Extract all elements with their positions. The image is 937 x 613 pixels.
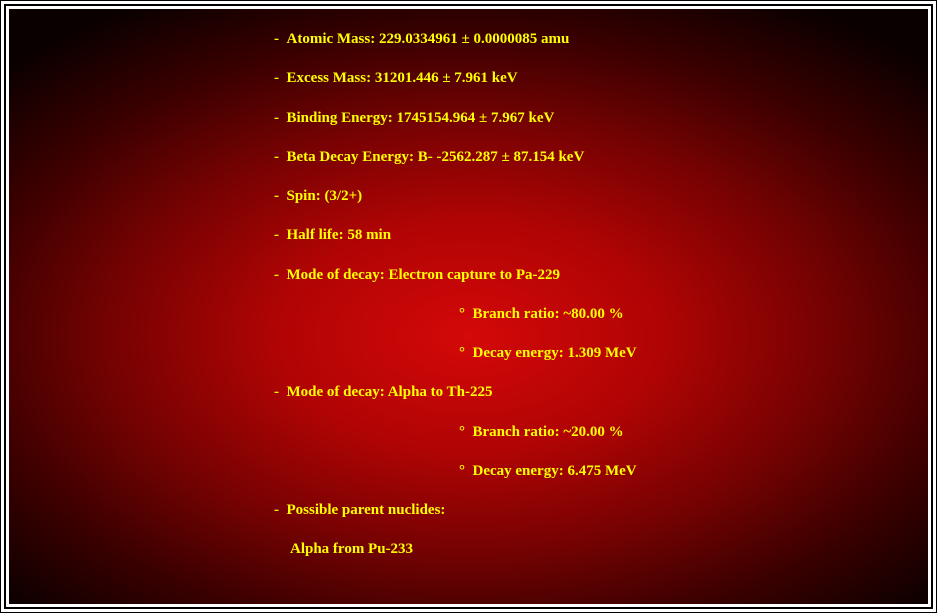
list-item: - Mode of decay: Alpha to Th-225 (274, 384, 904, 401)
list-item: - Mode of decay: Electron capture to Pa-… (274, 267, 904, 284)
list-item: - Excess Mass: 31201.446 ± 7.961 keV (274, 70, 904, 87)
property-text: Beta Decay Energy: B- -2562.287 ± 87.154… (287, 149, 585, 166)
properties-list: - Atomic Mass: 229.0334961 ± 0.0000085 a… (274, 31, 904, 581)
list-item: - Spin: (3/2+) (274, 188, 904, 205)
parent-nuclide-line: Alpha from Pu-233 (274, 541, 904, 558)
property-text: Mode of decay: Electron capture to Pa-22… (287, 267, 561, 284)
parent-nuclide-text: Alpha from Pu-233 (290, 541, 413, 558)
sub-list-item: ° Branch ratio: ~20.00 % (459, 424, 904, 441)
list-item: - Half life: 58 min (274, 227, 904, 244)
dash-bullet-icon: - (274, 188, 287, 205)
property-text: Excess Mass: 31201.446 ± 7.961 keV (287, 70, 518, 87)
property-text: Half life: 58 min (287, 227, 392, 244)
sub-property-text: Decay energy: 1.309 MeV (473, 345, 637, 362)
dash-bullet-icon: - (274, 267, 287, 284)
sub-list-item: ° Decay energy: 6.475 MeV (459, 463, 904, 480)
content-panel: - Atomic Mass: 229.0334961 ± 0.0000085 a… (9, 9, 928, 604)
mid-frame: - Atomic Mass: 229.0334961 ± 0.0000085 a… (4, 4, 933, 609)
dash-bullet-icon: - (274, 110, 287, 127)
list-item: - Binding Energy: 1745154.964 ± 7.967 ke… (274, 110, 904, 127)
sub-property-text: Branch ratio: ~20.00 % (473, 424, 624, 441)
degree-bullet-icon: ° (459, 424, 473, 441)
dash-bullet-icon: - (274, 70, 287, 87)
property-text: Possible parent nuclides: (287, 502, 446, 519)
sub-list-item: ° Decay energy: 1.309 MeV (459, 345, 904, 362)
list-item: - Possible parent nuclides: (274, 502, 904, 519)
dash-bullet-icon: - (274, 149, 287, 166)
sub-property-text: Branch ratio: ~80.00 % (473, 306, 624, 323)
property-text: Mode of decay: Alpha to Th-225 (287, 384, 493, 401)
list-item: - Atomic Mass: 229.0334961 ± 0.0000085 a… (274, 31, 904, 48)
sub-property-text: Decay energy: 6.475 MeV (473, 463, 637, 480)
dash-bullet-icon: - (274, 384, 287, 401)
property-text: Atomic Mass: 229.0334961 ± 0.0000085 amu (287, 31, 570, 48)
degree-bullet-icon: ° (459, 463, 473, 480)
degree-bullet-icon: ° (459, 306, 473, 323)
dash-bullet-icon: - (274, 31, 287, 48)
dash-bullet-icon: - (274, 227, 287, 244)
outer-frame: - Atomic Mass: 229.0334961 ± 0.0000085 a… (0, 0, 937, 613)
property-text: Spin: (3/2+) (287, 188, 363, 205)
sub-list-item: ° Branch ratio: ~80.00 % (459, 306, 904, 323)
property-text: Binding Energy: 1745154.964 ± 7.967 keV (287, 110, 555, 127)
degree-bullet-icon: ° (459, 345, 473, 362)
list-item: - Beta Decay Energy: B- -2562.287 ± 87.1… (274, 149, 904, 166)
dash-bullet-icon: - (274, 502, 287, 519)
